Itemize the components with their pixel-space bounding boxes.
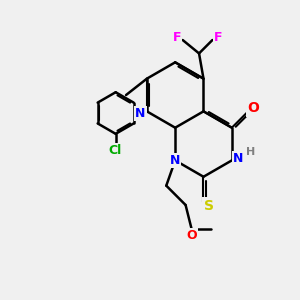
Text: N: N [169,154,180,167]
Text: N: N [233,152,244,165]
Text: H: H [246,147,255,157]
Text: F: F [172,31,181,44]
Text: S: S [204,199,214,213]
Text: O: O [186,229,197,242]
Text: Cl: Cl [108,144,122,157]
Text: N: N [135,107,146,120]
Text: O: O [248,101,260,116]
Text: F: F [214,31,223,44]
